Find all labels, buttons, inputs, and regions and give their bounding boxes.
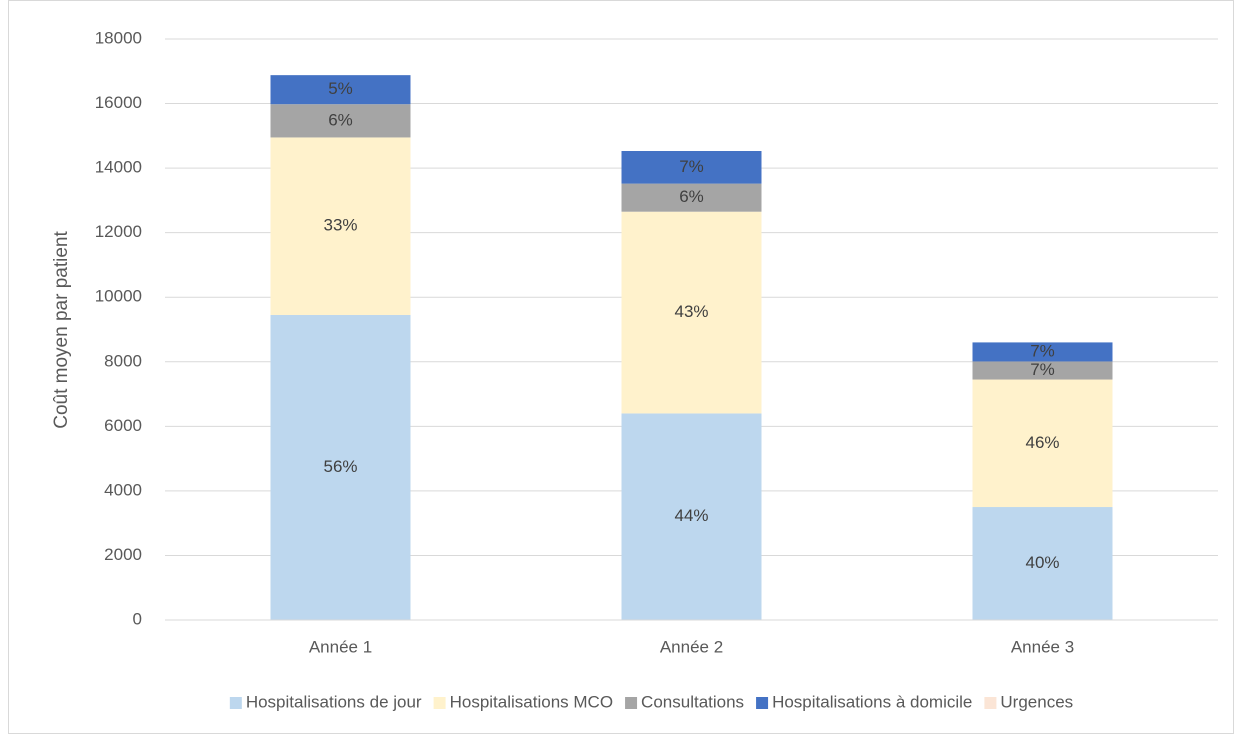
legend-swatch bbox=[984, 697, 997, 709]
bar-segment bbox=[270, 104, 411, 138]
data-label: 33% bbox=[323, 216, 357, 235]
data-label: 43% bbox=[674, 302, 708, 321]
data-label: 40% bbox=[1025, 553, 1059, 572]
bar-segment bbox=[270, 75, 411, 105]
y-tick-label: 0 bbox=[133, 609, 142, 628]
y-tick-label: 14000 bbox=[95, 158, 142, 177]
bar-segment bbox=[972, 342, 1113, 362]
y-tick-label: 6000 bbox=[104, 416, 142, 435]
bar-segment bbox=[972, 361, 1113, 380]
bar-segment bbox=[972, 379, 1113, 508]
legend-label: Hospitalisations à domicile bbox=[772, 692, 972, 711]
bar-segment bbox=[621, 211, 762, 414]
y-tick-label: 12000 bbox=[95, 222, 142, 241]
bar-segment bbox=[621, 151, 762, 184]
y-tick-label: 8000 bbox=[104, 351, 142, 370]
y-tick-label: 10000 bbox=[95, 287, 142, 306]
legend-label: Urgences bbox=[1000, 692, 1073, 711]
legend-swatch bbox=[756, 697, 769, 709]
y-tick-label: 2000 bbox=[104, 545, 142, 564]
legend-swatch bbox=[229, 697, 242, 709]
y-axis-title: Coût moyen par patient bbox=[51, 231, 72, 429]
legend-swatch bbox=[433, 697, 446, 709]
y-tick-label: 4000 bbox=[104, 480, 142, 499]
data-label: 7% bbox=[1030, 360, 1055, 379]
y-tick-label: 16000 bbox=[95, 93, 142, 112]
legend-label: Hospitalisations de jour bbox=[246, 692, 422, 711]
bar-segment bbox=[621, 183, 762, 212]
x-tick-label: Année 3 bbox=[1011, 637, 1074, 656]
data-label: 7% bbox=[1030, 341, 1055, 360]
data-label: 6% bbox=[328, 110, 353, 129]
x-tick-label: Année 1 bbox=[309, 637, 372, 656]
bar-segment bbox=[621, 413, 762, 620]
data-label: 46% bbox=[1025, 433, 1059, 452]
bar-segment bbox=[270, 314, 411, 620]
y-tick-label: 18000 bbox=[95, 28, 142, 47]
data-label: 7% bbox=[679, 157, 704, 176]
bar-segment bbox=[972, 507, 1113, 620]
legend-label: Hospitalisations MCO bbox=[450, 692, 613, 711]
bar-segment bbox=[270, 137, 411, 315]
legend-swatch bbox=[625, 697, 638, 709]
data-label: 6% bbox=[679, 187, 704, 206]
legend-label: Consultations bbox=[641, 692, 744, 711]
x-tick-label: Année 2 bbox=[660, 637, 723, 656]
data-label: 56% bbox=[323, 457, 357, 476]
data-label: 5% bbox=[328, 79, 353, 98]
data-label: 44% bbox=[674, 506, 708, 525]
